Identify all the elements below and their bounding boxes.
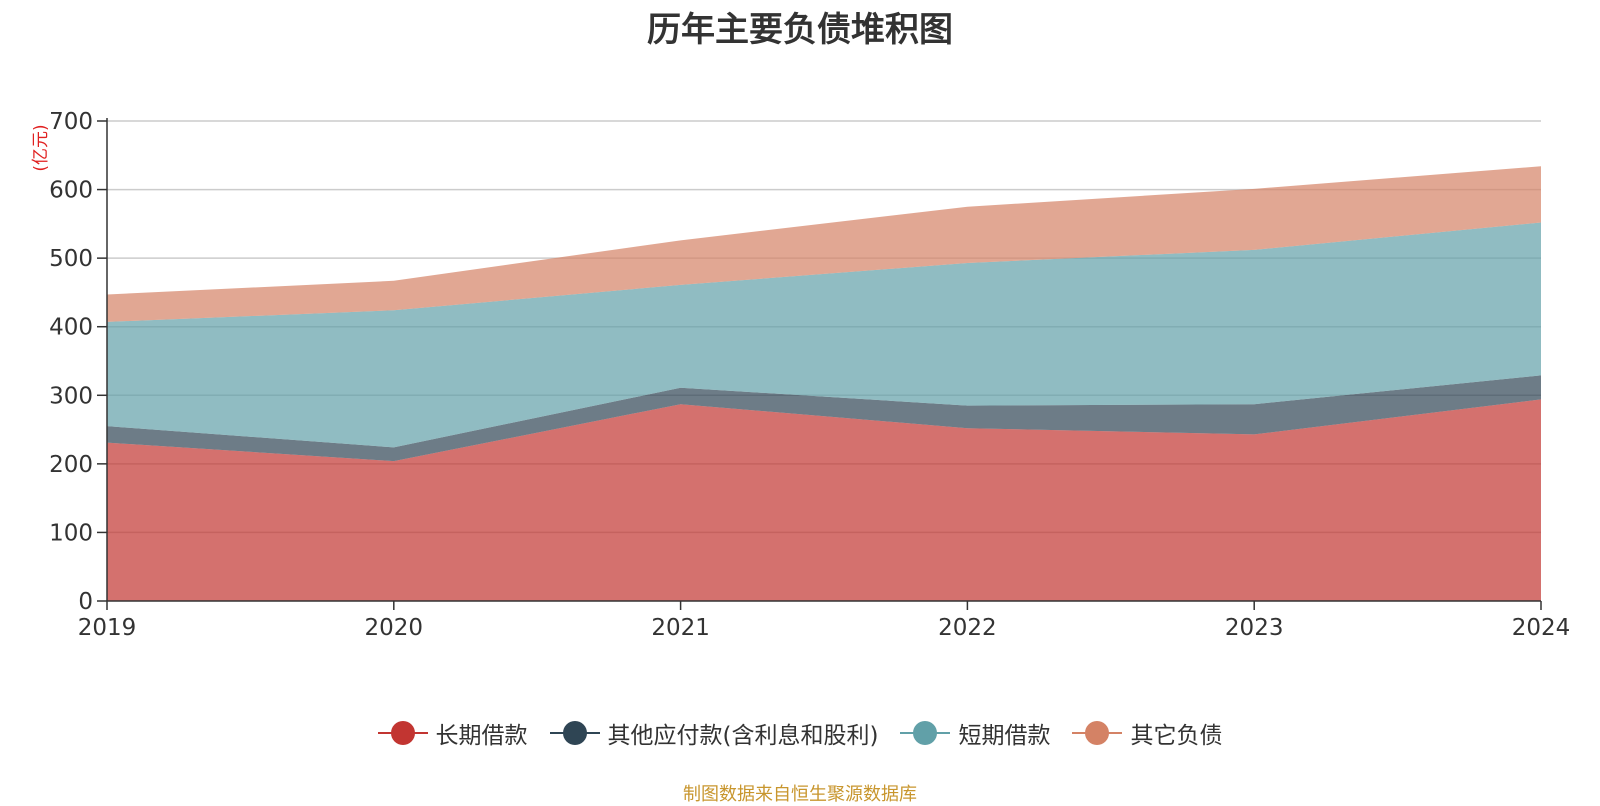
y-tick-label: 300 (49, 383, 93, 409)
legend-label: 其它负债 (1130, 723, 1223, 749)
y-tick-label: 700 (49, 109, 93, 135)
legend-item-0[interactable]: 长期借款 (377, 716, 528, 750)
source-note: 制图数据来自恒生聚源数据库 (683, 784, 917, 805)
legend-label: 其他应付款(含利息和股利) (607, 723, 879, 749)
y-tick-label: 200 (49, 452, 93, 478)
area-series-1 (107, 375, 1541, 462)
y-tick-label: 400 (49, 315, 93, 341)
area-series-2 (107, 222, 1541, 448)
legend-label: 短期借款 (958, 723, 1051, 749)
legend-marker-icon (1072, 721, 1123, 745)
legend-marker-icon (549, 721, 600, 745)
x-tick-label: 2022 (938, 615, 997, 641)
area-layer (107, 166, 1541, 601)
y-axis-unit-label: (亿元) (31, 124, 51, 171)
x-tick-label: 2019 (78, 615, 137, 641)
x-tick-label: 2023 (1225, 615, 1284, 641)
axis-layer: 0 100 200 300 400 500 600 700 2019 2020 2021 2022 20… (49, 109, 1570, 641)
legend: 长期借款 其他应付款(含利息和股利) 短期借款 其它负债 (0, 716, 1600, 750)
legend-marker-icon (900, 721, 951, 745)
x-tick-label: 2021 (651, 615, 710, 641)
area-series-3 (107, 166, 1541, 322)
y-tick-label: 600 (49, 178, 93, 204)
chart-title: 历年主要负债堆积图 (647, 10, 953, 50)
legend-label: 长期借款 (435, 723, 528, 749)
legend-marker-icon (377, 721, 428, 745)
y-tick-label: 0 (78, 589, 93, 615)
x-tick-label: 2024 (1512, 615, 1571, 641)
legend-item-3[interactable]: 其它负债 (1072, 716, 1222, 750)
legend-item-2[interactable]: 短期借款 (900, 716, 1050, 750)
area-series-0 (107, 399, 1541, 601)
x-tick-label: 2020 (365, 615, 424, 641)
y-tick-label: 100 (49, 520, 93, 546)
legend-item-1[interactable]: 其他应付款(含利息和股利) (549, 716, 879, 750)
y-tick-label: 500 (49, 246, 93, 272)
